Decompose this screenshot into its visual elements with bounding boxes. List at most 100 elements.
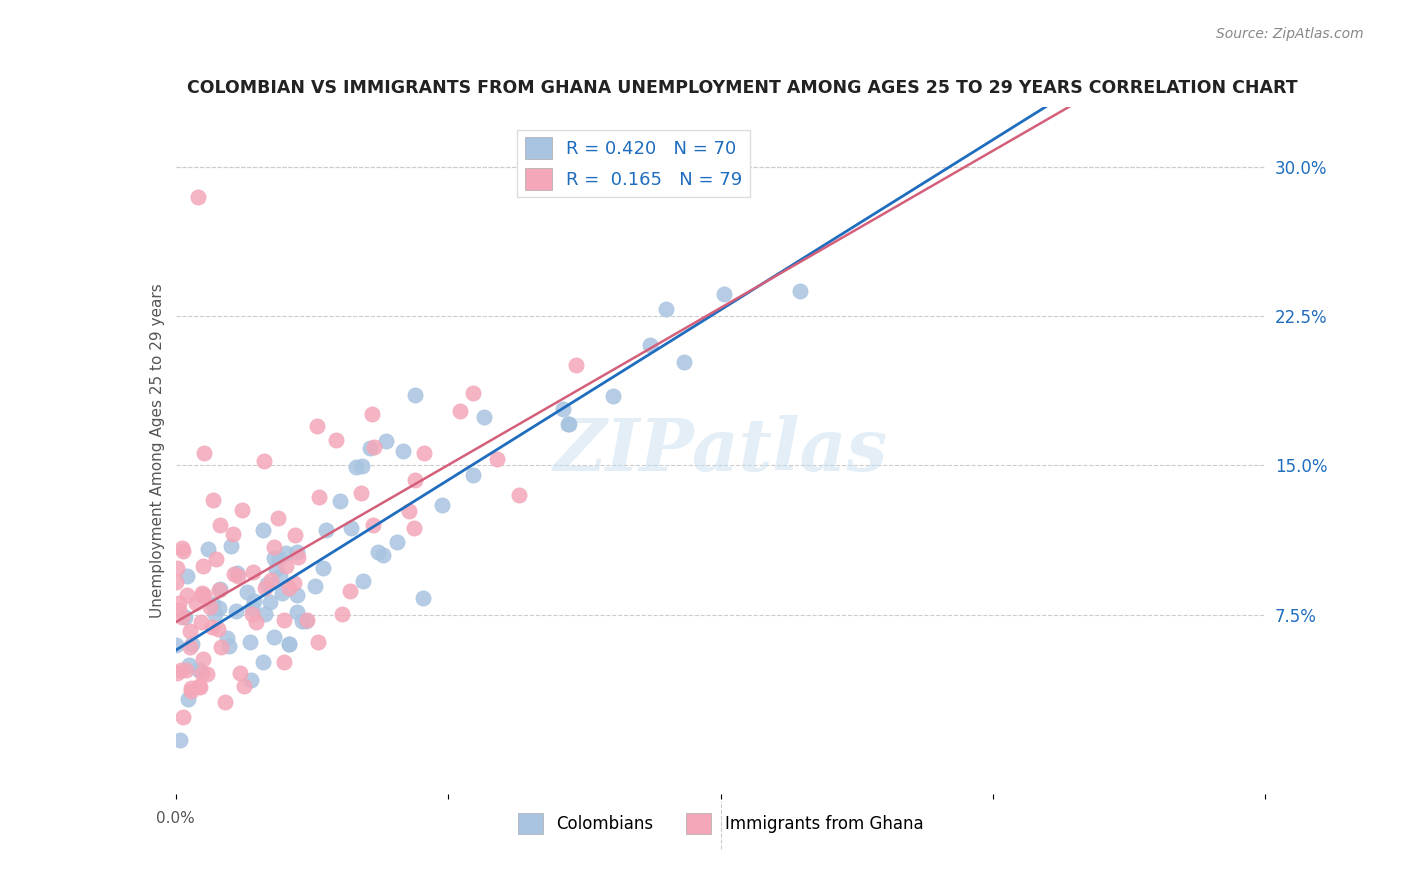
Point — [240, 601, 263, 615]
Point — [353, 574, 375, 589]
Point — [222, 527, 245, 541]
Point — [240, 673, 263, 687]
Point — [208, 583, 231, 598]
Point — [304, 579, 326, 593]
Point — [190, 588, 212, 602]
Point — [190, 615, 212, 630]
Point — [557, 417, 579, 431]
Point — [209, 517, 232, 532]
Point — [170, 663, 193, 677]
Point — [193, 589, 215, 603]
Point — [180, 681, 202, 696]
Text: COLOMBIAN VS IMMIGRANTS FROM GHANA UNEMPLOYMENT AMONG AGES 25 TO 29 YEARS CORREL: COLOMBIAN VS IMMIGRANTS FROM GHANA UNEMP… — [187, 79, 1298, 97]
Text: Source: ZipAtlas.com: Source: ZipAtlas.com — [1216, 27, 1364, 41]
Point — [267, 550, 290, 565]
Point — [232, 680, 254, 694]
Point — [305, 419, 328, 434]
Text: ZIPatlas: ZIPatlas — [554, 415, 887, 486]
Point — [256, 577, 278, 591]
Point — [195, 666, 218, 681]
Point — [236, 585, 259, 599]
Point — [276, 559, 298, 574]
Point — [551, 402, 574, 417]
Point — [278, 637, 301, 651]
Point — [307, 634, 329, 648]
Point — [198, 600, 221, 615]
Point — [208, 582, 231, 596]
Point — [449, 404, 471, 418]
Point — [229, 665, 252, 680]
Point — [463, 467, 485, 482]
Point — [315, 523, 337, 537]
Point — [259, 573, 281, 587]
Point — [207, 600, 229, 615]
Point — [340, 520, 363, 534]
Point — [167, 603, 190, 617]
Point — [274, 546, 297, 560]
Point — [221, 539, 243, 553]
Point — [172, 541, 194, 555]
Point — [269, 569, 291, 583]
Point — [264, 562, 287, 576]
Point — [673, 355, 696, 369]
Point — [713, 286, 735, 301]
Point — [254, 581, 277, 595]
Point — [413, 446, 436, 460]
Point — [180, 637, 202, 651]
Point — [346, 460, 368, 475]
Point — [263, 550, 285, 565]
Point — [259, 594, 281, 608]
Point — [486, 452, 509, 467]
Point — [176, 569, 198, 583]
Point — [285, 605, 308, 619]
Point — [176, 588, 198, 602]
Point — [373, 549, 395, 563]
Point — [557, 417, 579, 431]
Point — [239, 635, 262, 649]
Point — [361, 407, 384, 421]
Point — [165, 638, 187, 652]
Point — [169, 733, 191, 747]
Point — [404, 388, 426, 402]
Point — [202, 492, 225, 507]
Point — [252, 655, 274, 669]
Point — [193, 445, 215, 459]
Point — [173, 610, 195, 624]
Point — [188, 663, 211, 677]
Point — [263, 630, 285, 644]
Point — [283, 576, 305, 591]
Point — [174, 663, 197, 677]
Point — [204, 607, 226, 621]
Point — [186, 189, 209, 203]
Point — [172, 610, 194, 624]
Point — [177, 692, 200, 706]
Point — [225, 604, 247, 618]
Point — [179, 624, 201, 638]
Point — [350, 486, 373, 500]
Point — [385, 534, 408, 549]
Point — [266, 511, 288, 525]
Point — [166, 666, 188, 681]
Point — [253, 454, 276, 468]
Point — [209, 640, 232, 654]
Point — [472, 410, 495, 425]
Point — [180, 684, 202, 698]
Point — [638, 338, 661, 352]
Point — [508, 488, 530, 502]
Point — [363, 440, 385, 454]
Point — [172, 710, 194, 724]
Point — [214, 695, 236, 709]
Point — [398, 504, 420, 518]
Point — [184, 596, 207, 610]
Point — [350, 458, 373, 473]
Point — [167, 596, 190, 610]
Point — [191, 652, 214, 666]
Point — [254, 607, 277, 621]
Point — [205, 551, 228, 566]
Point — [245, 615, 267, 629]
Point — [278, 581, 301, 595]
Point — [404, 474, 426, 488]
Point — [291, 614, 314, 628]
Point — [179, 640, 201, 655]
Point — [273, 613, 295, 627]
